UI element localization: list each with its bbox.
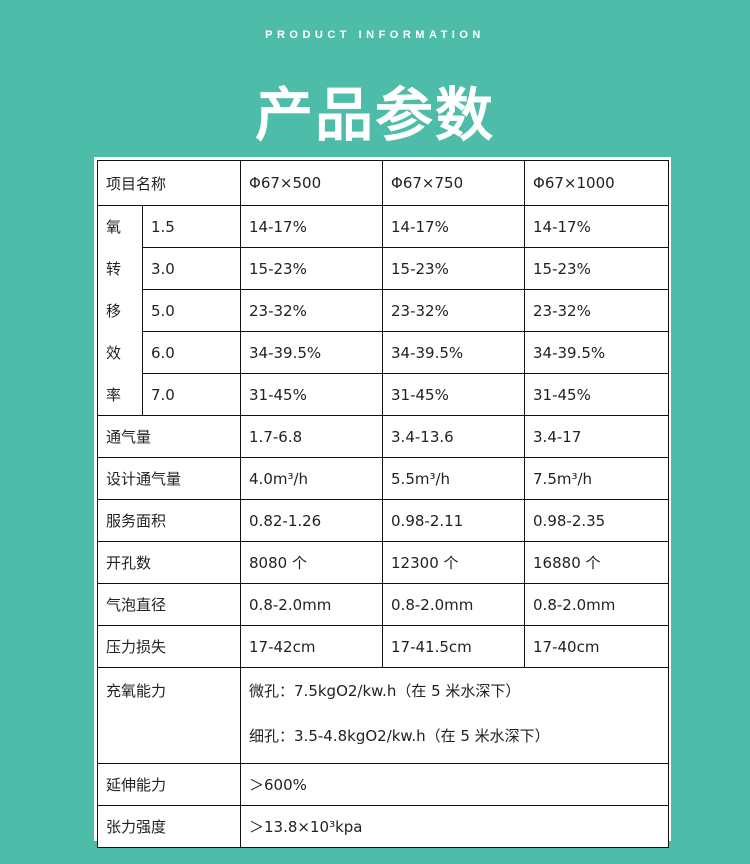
row-label: 张力强度	[96, 805, 242, 848]
cell: 0.98-2.35	[524, 499, 670, 542]
row-label: 通气量	[96, 415, 242, 458]
cell: 0.82-1.26	[240, 499, 384, 542]
cell: 15-23%	[382, 247, 526, 290]
cell: 15-23%	[524, 247, 670, 290]
cell: 23-32%	[240, 289, 384, 332]
oxygen-label-char: 转	[97, 247, 143, 290]
table-row: 转 3.0 15-23% 15-23% 15-23%	[97, 247, 670, 290]
cell: 0.8-2.0mm	[240, 583, 384, 626]
cell: 0.8-2.0mm	[382, 583, 526, 626]
cell: 7.0	[141, 373, 242, 416]
oxygen-label-char: 率	[97, 373, 143, 416]
page-title: 产品参数	[254, 81, 495, 149]
cell: 34-39.5%	[240, 331, 384, 374]
oxygen-label-char: 氧	[97, 205, 143, 248]
cell: 31-45%	[240, 373, 384, 416]
table-row: 张力强度 ＞13.8×10³kpa	[96, 805, 670, 848]
header-cell: Φ67×750	[382, 160, 526, 206]
row-label: 设计通气量	[96, 457, 242, 500]
oxygen-label-char: 效	[97, 331, 143, 374]
cell: 7.5m³/h	[524, 457, 670, 500]
cell: 17-40cm	[524, 625, 670, 668]
cell: 23-32%	[382, 289, 526, 332]
capacity-line: 微孔：7.5kgO2/kw.h（在 5 米水深下）	[249, 682, 521, 700]
cell: 4.0m³/h	[240, 457, 384, 500]
cell: 15-23%	[240, 247, 384, 290]
cell: 34-39.5%	[382, 331, 526, 374]
oxygen-label-char: 移	[97, 289, 143, 332]
cell: 16880 个	[524, 541, 670, 584]
cell: 5.0	[141, 289, 242, 332]
cell: 14-17%	[524, 205, 670, 248]
cell: 5.5m³/h	[382, 457, 526, 500]
table-row: 服务面积 0.82-1.26 0.98-2.11 0.98-2.35	[96, 499, 670, 542]
table-row: 气泡直径 0.8-2.0mm 0.8-2.0mm 0.8-2.0mm	[96, 583, 670, 626]
cell: 1.7-6.8	[240, 415, 384, 458]
cell: 8080 个	[240, 541, 384, 584]
table-row: 开孔数 8080 个 12300 个 16880 个	[96, 541, 670, 584]
table-row: 移 5.0 23-32% 23-32% 23-32%	[97, 289, 670, 332]
cell: 0.98-2.11	[382, 499, 526, 542]
table-row: 充氧能力 微孔：7.5kgO2/kw.h（在 5 米水深下） 细孔：3.5-4.…	[96, 667, 670, 764]
row-label: 服务面积	[96, 499, 242, 542]
table-row: 通气量 1.7-6.8 3.4-13.6 3.4-17	[96, 415, 670, 458]
capacity-line: 细孔：3.5-4.8kgO2/kw.h（在 5 米水深下）	[249, 727, 550, 745]
row-label: 充氧能力	[96, 667, 242, 764]
cell: 12300 个	[382, 541, 526, 584]
table-row: 设计通气量 4.0m³/h 5.5m³/h 7.5m³/h	[96, 457, 670, 500]
table-row: 延伸能力 ＞600%	[96, 763, 670, 806]
cell: 6.0	[141, 331, 242, 374]
cell: 17-41.5cm	[382, 625, 526, 668]
row-label: 压力损失	[96, 625, 242, 668]
row-label: 气泡直径	[96, 583, 242, 626]
cell: 34-39.5%	[524, 331, 670, 374]
cell: 23-32%	[524, 289, 670, 332]
header-cell: Φ67×500	[240, 160, 384, 206]
table-row: 率 7.0 31-45% 31-45% 31-45%	[97, 373, 670, 416]
cell: 1.5	[141, 205, 242, 248]
cell: 17-42cm	[240, 625, 384, 668]
row-label: 开孔数	[96, 541, 242, 584]
section-subtitle: PRODUCT INFORMATION	[265, 29, 485, 41]
table-row: 效 6.0 34-39.5% 34-39.5% 34-39.5%	[97, 331, 670, 374]
cell: ＞13.8×10³kpa	[240, 805, 670, 848]
table-row: 氧 1.5 14-17% 14-17% 14-17%	[97, 205, 670, 248]
table-row: 压力损失 17-42cm 17-41.5cm 17-40cm	[96, 625, 670, 668]
cell: 3.4-13.6	[382, 415, 526, 458]
cell: 31-45%	[524, 373, 670, 416]
cell: 3.0	[141, 247, 242, 290]
table-header-row: 项目名称 Φ67×500 Φ67×750 Φ67×1000	[96, 160, 670, 206]
cell: ＞600%	[240, 763, 670, 806]
header-cell: 项目名称	[96, 160, 242, 206]
product-parameters-table: 项目名称 Φ67×500 Φ67×750 Φ67×1000 氧 1.5 14-17%…	[96, 160, 670, 848]
cell: 0.8-2.0mm	[524, 583, 670, 626]
cell: 14-17%	[382, 205, 526, 248]
cell: 31-45%	[382, 373, 526, 416]
header-cell: Φ67×1000	[524, 160, 670, 206]
cell: 3.4-17	[524, 415, 670, 458]
cell: 14-17%	[240, 205, 384, 248]
capacity-value: 微孔：7.5kgO2/kw.h（在 5 米水深下） 细孔：3.5-4.8kgO2…	[240, 667, 670, 764]
row-label: 延伸能力	[96, 763, 242, 806]
